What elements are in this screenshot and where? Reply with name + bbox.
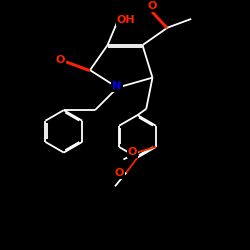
Text: O: O <box>128 147 137 157</box>
Text: O: O <box>147 2 157 12</box>
Text: O: O <box>114 168 124 178</box>
Text: OH: OH <box>117 15 136 25</box>
Text: N: N <box>112 81 122 91</box>
Text: O: O <box>55 55 65 65</box>
